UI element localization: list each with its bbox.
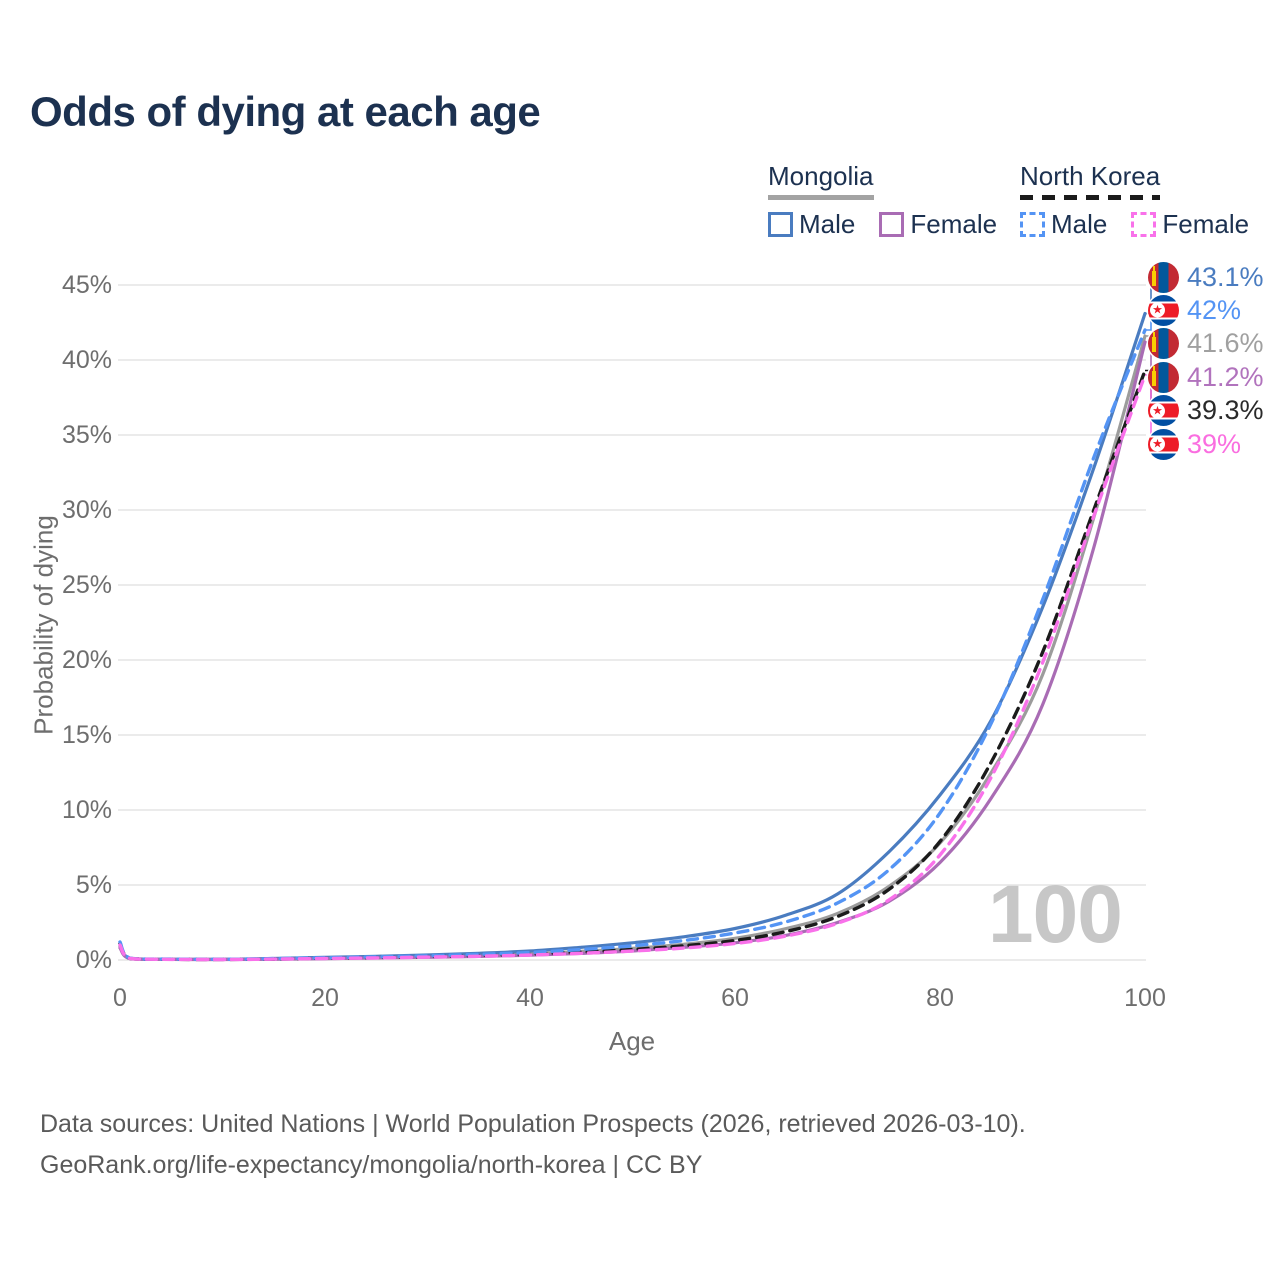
legend-swatch-icon — [1020, 211, 1045, 237]
y-axis-title: Probability of dying — [28, 515, 59, 735]
age-watermark: 100 — [988, 869, 1123, 960]
legend-item-male[interactable]: Male — [768, 209, 855, 240]
x-axis-tick-label: 100 — [1124, 984, 1166, 1012]
gridline — [118, 659, 1146, 661]
series-line-mn_male — [118, 311, 1147, 961]
y-axis-tick-label: 30% — [61, 496, 112, 524]
gridline — [118, 734, 1146, 736]
series-line-kp_male — [118, 328, 1147, 962]
mongolia-flag-icon — [1148, 328, 1179, 360]
y-axis-tick-label: 0% — [75, 946, 112, 974]
legend-item-label: Female — [910, 208, 998, 239]
gridline — [118, 584, 1146, 586]
gridline — [118, 284, 1146, 286]
legend-group-mongolia: Mongolia Male Female — [768, 161, 997, 240]
x-axis-tick-label: 20 — [311, 984, 339, 1012]
north-korea-flag-icon — [1148, 395, 1179, 427]
end-label-value: 42% — [1187, 294, 1242, 325]
legend-swatch-icon — [768, 211, 793, 237]
end-label-row: 41.6% — [1148, 328, 1264, 360]
legend-item-label: Male — [1051, 208, 1108, 239]
gridline — [118, 359, 1146, 361]
y-axis-tick-label: 5% — [75, 871, 112, 899]
x-axis-title: Age — [608, 1026, 656, 1056]
legend-line-key-solid — [768, 194, 874, 200]
end-label-value: 41.6% — [1187, 328, 1264, 359]
legend-group-name: North Korea — [1020, 161, 1161, 191]
legend-group-name: Mongolia — [768, 161, 874, 191]
y-axis-tick-label: 10% — [61, 796, 112, 824]
legend-group-header[interactable]: Mongolia — [768, 161, 874, 200]
legend-item-label: Male — [799, 208, 856, 239]
y-axis-tick-label: 15% — [61, 721, 112, 749]
y-axis-tick-label: 35% — [61, 421, 112, 449]
legend-items-mongolia: Male Female — [768, 209, 997, 240]
legend-swatch-icon — [1131, 211, 1157, 237]
north-korea-flag-icon — [1148, 294, 1179, 326]
end-label-value: 39.3% — [1187, 395, 1264, 426]
legend-item-female[interactable]: Female — [879, 209, 997, 240]
north-korea-flag-icon — [1148, 428, 1179, 460]
y-axis-tick-label: 20% — [61, 646, 112, 674]
legend-item-male[interactable]: Male — [1020, 209, 1107, 240]
gridline — [118, 509, 1146, 511]
legend-group-header[interactable]: North Korea — [1020, 161, 1161, 200]
footer: Data sources: United Nations | World Pop… — [40, 1104, 1026, 1185]
legend-items-north-korea: Male Female — [1020, 209, 1249, 240]
end-label-row: 42% — [1148, 294, 1241, 326]
x-axis-tick-label: 60 — [721, 984, 749, 1012]
end-label-row: 41.2% — [1148, 361, 1264, 393]
end-label-row: 39% — [1148, 428, 1241, 460]
mongolia-flag-icon — [1148, 261, 1179, 293]
x-axis-tick-label: 80 — [926, 984, 954, 1012]
footer-line-1: Data sources: United Nations | World Pop… — [40, 1110, 1026, 1138]
end-label-row: 43.1% — [1148, 261, 1264, 293]
y-axis-tick-label: 45% — [61, 271, 112, 299]
end-label-value: 39% — [1187, 428, 1242, 459]
end-label-value: 41.2% — [1187, 361, 1264, 392]
end-label-value: 43.1% — [1187, 261, 1264, 292]
legend-line-key-dashed — [1020, 194, 1161, 200]
gridline — [118, 434, 1146, 436]
legend-item-label: Female — [1162, 208, 1250, 239]
page-title: Odds of dying at each age — [30, 88, 541, 135]
y-axis-tick-label: 25% — [61, 571, 112, 599]
series-line-mn_total — [118, 334, 1147, 962]
mongolia-flag-icon — [1148, 361, 1179, 393]
legend-group-north-korea: North Korea Male Female — [1020, 161, 1249, 240]
legend-item-female[interactable]: Female — [1131, 209, 1249, 240]
x-axis-tick-label: 0 — [113, 984, 127, 1012]
end-label-row: 39.3% — [1148, 395, 1264, 427]
footer-line-2: GeoRank.org/life-expectancy/mongolia/nor… — [40, 1150, 703, 1179]
x-axis-tick-label: 40 — [516, 984, 544, 1012]
legend-swatch-icon — [879, 211, 905, 237]
y-axis-tick-label: 40% — [61, 346, 112, 374]
gridline — [118, 809, 1146, 811]
